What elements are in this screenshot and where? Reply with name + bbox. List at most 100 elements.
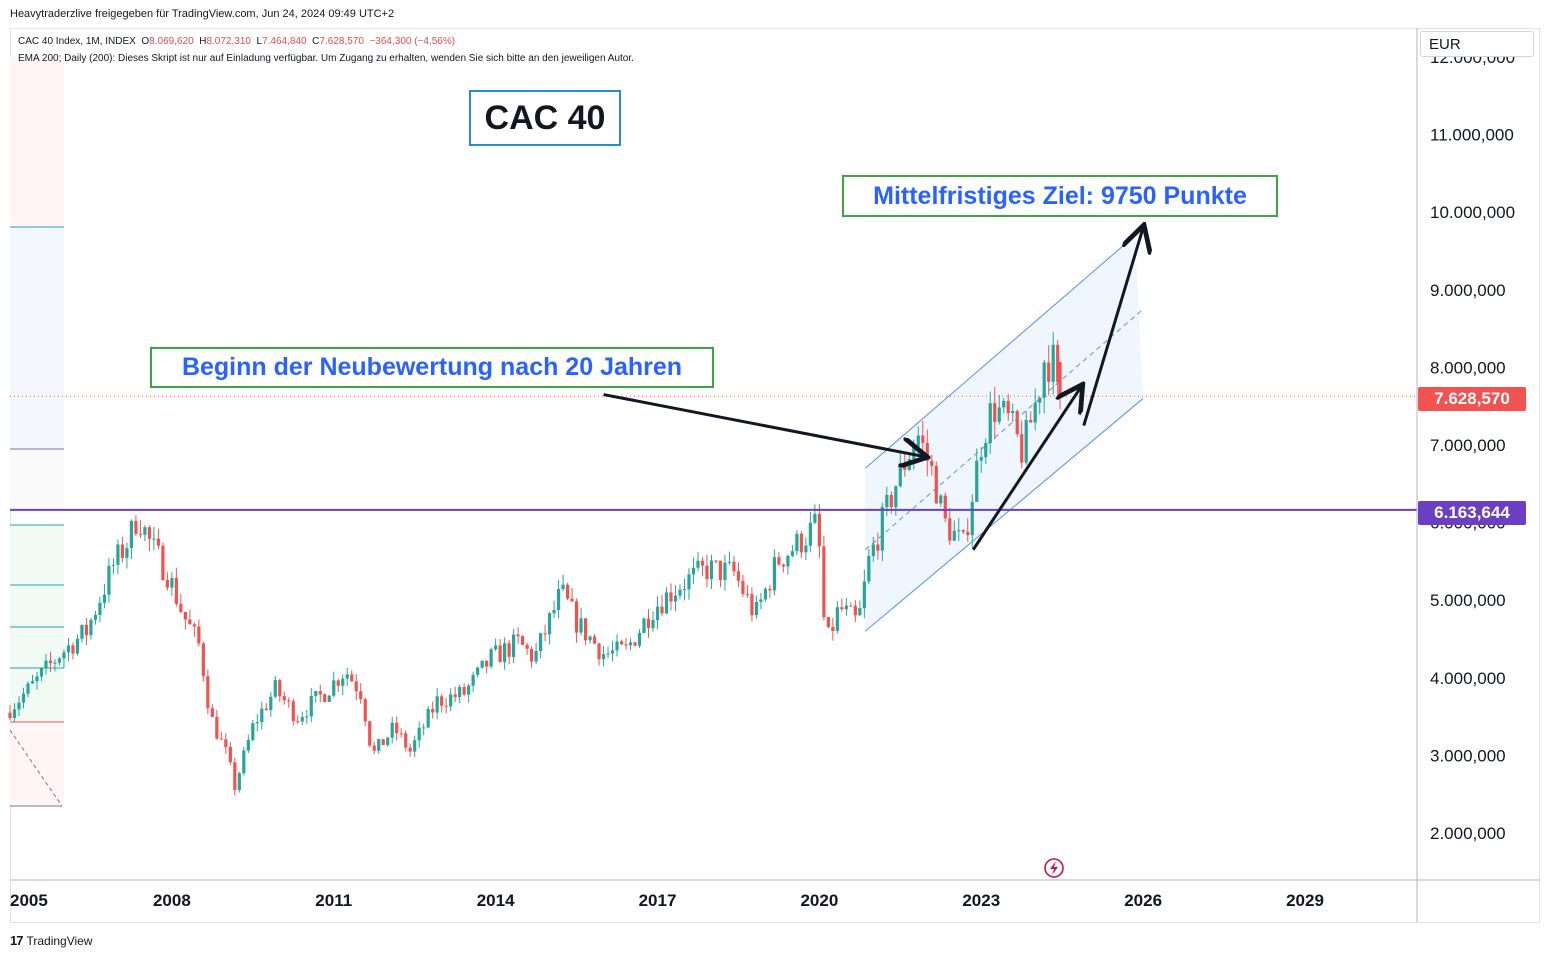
candle-79 (363, 697, 367, 727)
regression-channel (864, 235, 1144, 632)
candle-127 (579, 607, 583, 636)
candle-218 (988, 391, 992, 454)
candle-219 (993, 386, 997, 440)
candle-138-body (628, 642, 633, 646)
candle-12 (62, 649, 66, 668)
candle-135-body (615, 641, 619, 651)
candle-68-body (314, 691, 318, 696)
candle-76-body (350, 674, 354, 682)
candle-182-body (826, 617, 830, 627)
candle-228-body (1033, 402, 1037, 423)
profile-band-upper (10, 449, 64, 509)
tradingview-brand: TradingView (26, 933, 93, 948)
candle-156-body (709, 560, 714, 580)
candle-122-body (556, 589, 561, 611)
candle-157 (714, 560, 718, 564)
candle-46 (215, 709, 219, 740)
target-note[interactable]: Mittelfristiges Ziel: 9750 Punkte (842, 175, 1278, 217)
candle-142 (646, 609, 651, 638)
candle-33 (156, 528, 160, 550)
candle-54-body (251, 723, 255, 741)
candle-213 (966, 518, 970, 542)
candle-3-body (21, 693, 26, 703)
candle-229-body (1038, 397, 1042, 403)
candle-19-body (93, 614, 98, 620)
candle-143 (651, 611, 655, 632)
candle-67 (309, 688, 313, 723)
candle-186-body (844, 605, 848, 610)
chart-title-box[interactable]: CAC 40 (469, 90, 621, 146)
candle-194 (880, 502, 884, 562)
candle-229 (1038, 396, 1042, 415)
candle-16 (80, 624, 84, 643)
candle-48 (224, 733, 228, 754)
candle-88-body (404, 733, 408, 748)
candle-141-body (642, 618, 646, 633)
candle-220 (997, 394, 1001, 425)
y-tick-label-8: 10.000,000 (1430, 203, 1515, 222)
y-tick-label-9: 11.000,000 (1430, 126, 1514, 145)
candle-114 (521, 635, 525, 646)
candle-49 (228, 741, 232, 765)
candle-204-body (925, 442, 929, 461)
candle-185 (840, 598, 844, 612)
candle-231 (1047, 345, 1051, 396)
candle-158-body (718, 560, 723, 580)
arrow-0 (603, 393, 925, 457)
currency-button[interactable]: EUR (1420, 31, 1534, 57)
candle-105 (480, 660, 484, 669)
candle-89 (408, 743, 412, 757)
candle-129-body (588, 636, 592, 641)
candle-17-body (84, 625, 89, 636)
candle-16-body (80, 625, 84, 639)
candle-26-body (125, 547, 129, 558)
candle-4-body (26, 683, 30, 694)
candle-111 (507, 639, 511, 665)
candle-42 (197, 619, 201, 647)
candle-106-body (485, 660, 489, 667)
candle-169 (768, 584, 772, 599)
candle-47 (219, 732, 223, 740)
candle-163 (741, 574, 745, 597)
candle-171 (777, 552, 781, 567)
candle-84 (386, 736, 390, 747)
candle-90 (413, 735, 417, 757)
candle-53-body (246, 740, 250, 751)
candle-17 (84, 617, 89, 646)
candle-59-body (273, 680, 277, 697)
candle-144-body (655, 606, 660, 621)
candle-117-body (534, 650, 538, 662)
candle-165 (750, 587, 754, 622)
candle-168-body (763, 588, 768, 600)
tradingview-footer[interactable]: 17 TradingView (10, 933, 93, 948)
candle-206 (934, 461, 938, 504)
candle-176-body (799, 533, 803, 553)
candle-179-body (813, 513, 817, 523)
candle-223-body (1011, 411, 1015, 414)
revaluation-note[interactable]: Beginn der Neubewertung nach 20 Jahren (150, 347, 714, 388)
candle-60 (278, 678, 282, 703)
candle-97-body (444, 705, 448, 707)
candle-183-body (831, 626, 835, 631)
candle-187 (849, 602, 853, 607)
candle-152-body (691, 567, 696, 575)
candle-162 (736, 562, 741, 588)
candle-66 (305, 709, 309, 724)
candle-101 (462, 683, 466, 697)
candle-79-body (363, 699, 367, 722)
candle-105-body (480, 660, 484, 668)
y-tick-label-0: 2.000,000 (1430, 824, 1506, 843)
candle-46-body (215, 716, 219, 739)
candle-45 (210, 704, 214, 718)
candle-64-body (296, 721, 300, 723)
candle-65-body (300, 717, 304, 722)
candle-86 (395, 716, 399, 741)
candle-31-body (147, 527, 151, 539)
candle-209 (948, 507, 952, 546)
candle-231-body (1047, 362, 1051, 382)
axes: 2.000,0003.000,0004.000,0005.000,0006.00… (10, 28, 1540, 922)
overlay-lines (10, 395, 1417, 511)
candle-210-body (952, 530, 956, 541)
candle-164-body (745, 594, 750, 596)
